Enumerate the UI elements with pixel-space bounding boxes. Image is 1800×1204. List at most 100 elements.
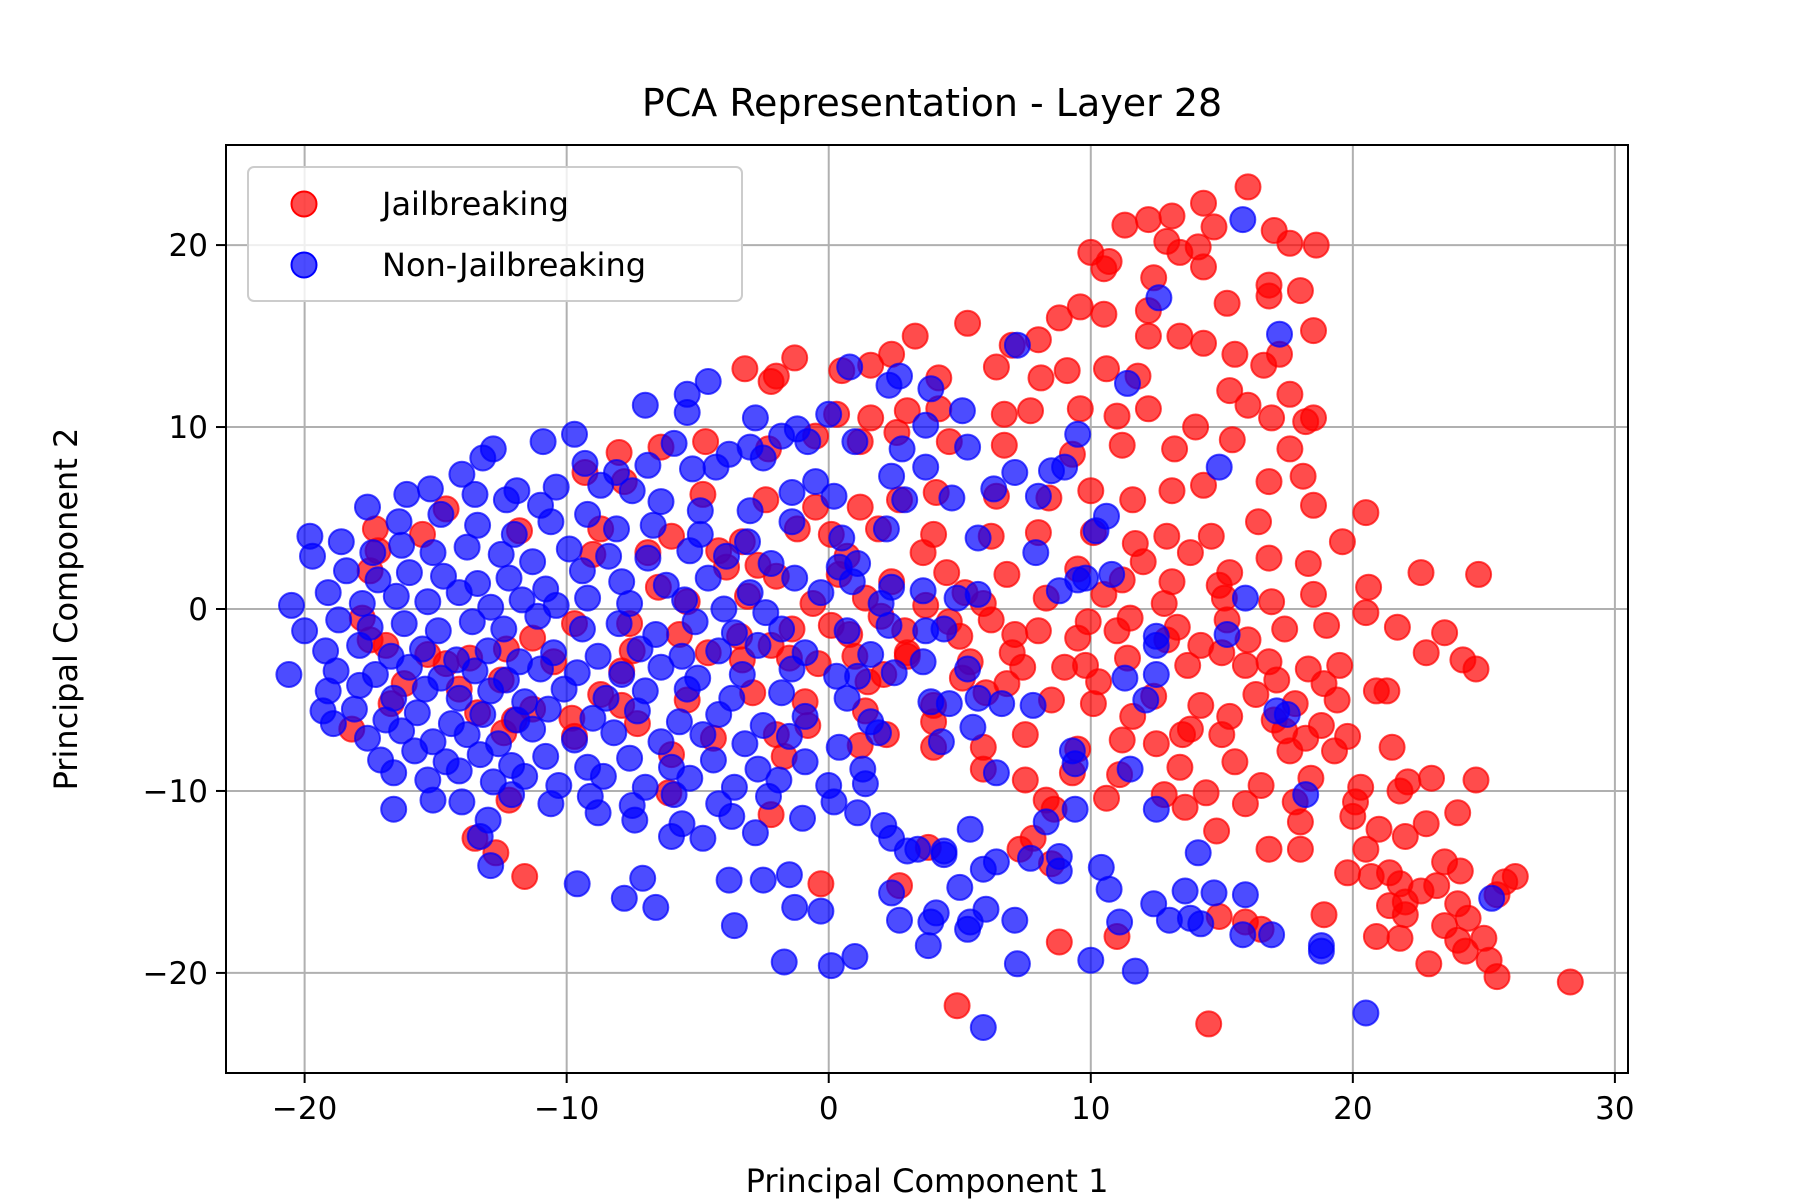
legend-label-jailbreaking: Jailbreaking: [380, 185, 569, 223]
data-point: [857, 641, 885, 668]
data-point: [1116, 755, 1144, 783]
data-point: [1266, 320, 1293, 348]
data-point: [1357, 863, 1385, 890]
data-point: [1365, 815, 1393, 843]
data-point: [448, 788, 476, 816]
data-point: [1300, 491, 1327, 519]
data-point: [954, 309, 982, 337]
data-point: [802, 468, 830, 496]
data-point: [686, 497, 714, 525]
data-point: [1307, 932, 1335, 960]
data-point: [912, 411, 940, 439]
data-point: [1556, 968, 1584, 996]
data-point: [1313, 611, 1341, 639]
data-point: [634, 544, 662, 572]
data-point: [532, 742, 560, 770]
data-point: [608, 661, 636, 688]
data-point: [1053, 357, 1081, 385]
data-point: [534, 695, 562, 723]
data-point: [537, 508, 565, 536]
data-point: [278, 591, 305, 619]
data-point: [529, 428, 557, 456]
data-point: [1255, 835, 1283, 863]
data-point: [1355, 573, 1383, 601]
data-point: [1090, 300, 1118, 328]
data-point: [453, 533, 481, 561]
data-point: [519, 624, 547, 652]
data-point: [665, 708, 693, 736]
data-point: [1114, 369, 1141, 397]
data-point: [1234, 391, 1262, 419]
data-point: [1003, 331, 1031, 359]
data-point: [1205, 453, 1233, 481]
data-point: [1234, 173, 1262, 201]
data-point: [1271, 615, 1299, 643]
data-point: [642, 893, 670, 921]
data-point: [592, 684, 620, 712]
data-point: [1051, 653, 1079, 681]
data-point: [1216, 377, 1244, 405]
data-point: [1103, 402, 1131, 430]
data-point: [1027, 364, 1055, 392]
data-point: [901, 322, 929, 350]
data-point: [1190, 329, 1217, 357]
data-point: [744, 755, 772, 783]
data-point: [927, 728, 955, 756]
data-point: [1024, 482, 1052, 510]
data-point: [1017, 844, 1044, 872]
data-point: [1465, 560, 1493, 588]
data-point: [990, 431, 1018, 459]
data-point: [880, 659, 908, 687]
data-point: [561, 726, 588, 754]
data-point: [872, 515, 900, 543]
data-point: [1258, 588, 1286, 616]
data-point: [395, 559, 423, 587]
data-point: [909, 648, 937, 676]
data-point: [647, 728, 675, 756]
data-point: [610, 884, 638, 912]
data-point: [1276, 229, 1304, 257]
data-point: [713, 542, 740, 570]
data-point: [718, 802, 746, 830]
data-point: [445, 684, 473, 712]
data-point: [692, 428, 720, 456]
data-point: [1431, 619, 1459, 647]
x-axis-label: Principal Component 1: [746, 1162, 1109, 1200]
data-point: [820, 482, 848, 510]
data-point: [605, 610, 633, 638]
data-point: [681, 608, 709, 636]
data-point: [388, 531, 416, 559]
data-point: [445, 579, 473, 607]
legend-label-non-jailbreaking: Non-Jailbreaking: [382, 246, 646, 284]
data-point: [359, 539, 387, 567]
data-point: [781, 564, 809, 592]
data-point: [1045, 857, 1073, 885]
data-point: [411, 675, 439, 703]
data-point: [1386, 777, 1414, 805]
data-point: [1462, 766, 1490, 794]
data-point: [857, 404, 885, 432]
data-point: [954, 655, 982, 683]
data-point: [1362, 923, 1390, 950]
data-point: [914, 932, 942, 960]
data-point: [1286, 835, 1314, 863]
data-point: [694, 368, 722, 395]
data-point: [346, 671, 374, 699]
data-point: [299, 542, 326, 570]
data-point: [1339, 802, 1367, 830]
data-point: [1407, 559, 1435, 587]
data-point: [1231, 651, 1259, 679]
data-point: [689, 721, 717, 749]
data-point: [1334, 722, 1362, 750]
data-point: [734, 528, 761, 556]
series-1: [275, 206, 1506, 1041]
data-point: [1352, 499, 1380, 527]
data-point: [1142, 795, 1170, 823]
data-point: [828, 524, 856, 552]
data-point: [508, 586, 536, 614]
data-point: [616, 744, 644, 772]
data-point: [571, 449, 599, 477]
data-point: [1300, 317, 1327, 345]
data-point: [969, 855, 997, 883]
data-point: [1391, 823, 1419, 850]
